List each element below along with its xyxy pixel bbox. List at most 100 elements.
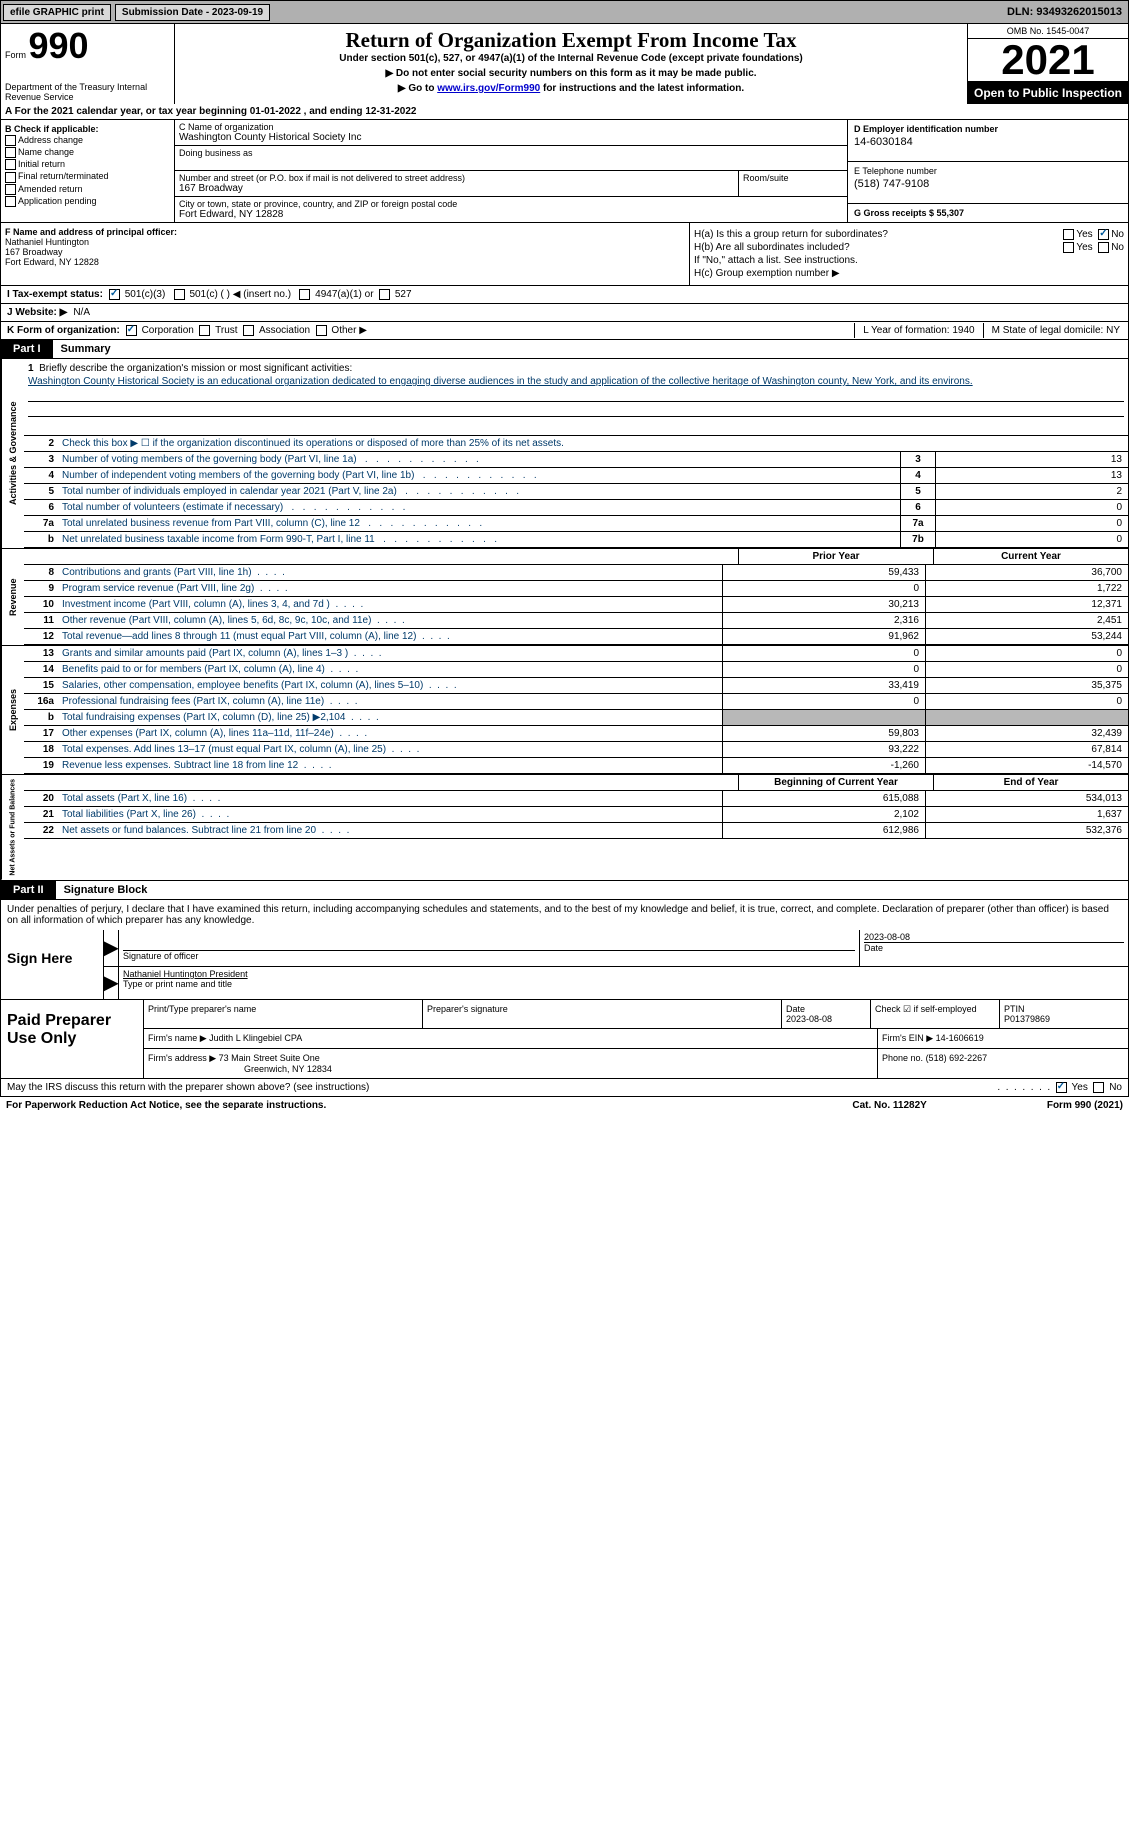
summary-row-3: 3 Number of voting members of the govern…: [24, 452, 1128, 468]
chk-amended-return[interactable]: [5, 184, 16, 195]
expenses-section: Expenses 13 Grants and similar amounts p…: [0, 646, 1129, 775]
form-number: 990: [29, 25, 89, 66]
chk-group-no[interactable]: [1098, 229, 1109, 240]
officer-name: Nathaniel Huntington: [5, 237, 685, 247]
revenue-section: Revenue Prior Year Current Year 8 Contri…: [0, 549, 1129, 646]
data-row-13: 13 Grants and similar amounts paid (Part…: [24, 646, 1128, 662]
chk-501c[interactable]: [174, 289, 185, 300]
chk-association[interactable]: [243, 325, 254, 336]
principal-officer: F Name and address of principal officer:…: [1, 223, 690, 285]
data-row-22: 22 Net assets or fund balances. Subtract…: [24, 823, 1128, 839]
data-row-15: 15 Salaries, other compensation, employe…: [24, 678, 1128, 694]
firm-ein-cell: Firm's EIN ▶ 14-1606619: [878, 1029, 1128, 1048]
py-cy-header: Prior Year Current Year: [24, 549, 1128, 565]
section-b-through-g: B Check if applicable: Address change Na…: [0, 120, 1129, 223]
data-row-17: 17 Other expenses (Part IX, column (A), …: [24, 726, 1128, 742]
room-suite-label: Room/suite: [743, 173, 843, 183]
perjury-statement: Under penalties of perjury, I declare th…: [0, 900, 1129, 930]
data-row-11: 11 Other revenue (Part VIII, column (A),…: [24, 613, 1128, 629]
prep-date-cell: Date2023-08-08: [782, 1000, 871, 1028]
phone-cell: E Telephone number (518) 747-9108: [848, 162, 1128, 204]
discuss-row: May the IRS discuss this return with the…: [0, 1079, 1129, 1097]
officer-addr1: 167 Broadway: [5, 247, 685, 257]
section-f-h: F Name and address of principal officer:…: [0, 223, 1129, 286]
chk-other[interactable]: [316, 325, 327, 336]
col-b-title: B Check if applicable:: [5, 124, 170, 134]
chk-corporation[interactable]: [126, 325, 137, 336]
data-row-14: 14 Benefits paid to or for members (Part…: [24, 662, 1128, 678]
summary-row-5: 5 Total number of individuals employed i…: [24, 484, 1128, 500]
vert-governance: Activities & Governance: [1, 359, 24, 548]
sign-here-label: Sign Here: [1, 930, 104, 999]
column-b-checkboxes: B Check if applicable: Address change Na…: [1, 120, 175, 222]
form-note-2: ▶ Go to www.irs.gov/Form990 for instruct…: [179, 83, 963, 94]
org-name: Washington County Historical Society Inc: [179, 132, 843, 143]
chk-527[interactable]: [379, 289, 390, 300]
sign-here-section: Sign Here ▶ Signature of officer 2023-08…: [0, 930, 1129, 1000]
chk-sub-yes[interactable]: [1063, 242, 1074, 253]
org-name-cell: C Name of organization Washington County…: [175, 120, 847, 146]
paid-preparer-section: Paid Preparer Use Only Print/Type prepar…: [0, 1000, 1129, 1079]
part-2-title: Signature Block: [56, 881, 156, 899]
officer-name-cell: Nathaniel Huntington President Type or p…: [118, 967, 1128, 999]
mission-block: 1 Briefly describe the organization's mi…: [24, 359, 1128, 436]
vert-net-assets: Net Assets or Fund Balances: [1, 775, 24, 880]
firm-name-cell: Firm's name ▶ Judith L Klingebiel CPA: [144, 1029, 878, 1048]
chk-501c3[interactable]: [109, 289, 120, 300]
prep-sig-header: Preparer's signature: [423, 1000, 782, 1028]
chk-discuss-yes[interactable]: [1056, 1082, 1067, 1093]
street-address: 167 Broadway: [179, 183, 734, 194]
data-row-12: 12 Total revenue—add lines 8 through 11 …: [24, 629, 1128, 645]
address-cell: Number and street (or P.O. box if mail i…: [175, 171, 847, 197]
chk-sub-no[interactable]: [1098, 242, 1109, 253]
submission-date-label: Submission Date - 2023-09-19: [115, 4, 270, 21]
data-row-21: 21 Total liabilities (Part X, line 26) .…: [24, 807, 1128, 823]
state-domicile: M State of legal domicile: NY: [983, 323, 1128, 338]
chk-final-return[interactable]: [5, 172, 16, 183]
part-2-tab: Part II: [1, 881, 56, 899]
vert-expenses: Expenses: [1, 646, 24, 774]
form-subtitle: Under section 501(c), 527, or 4947(a)(1)…: [179, 53, 963, 64]
column-c-org-info: C Name of organization Washington County…: [175, 120, 847, 222]
na-header: Beginning of Current Year End of Year: [24, 775, 1128, 791]
chk-trust[interactable]: [199, 325, 210, 336]
ein-cell: D Employer identification number 14-6030…: [848, 120, 1128, 162]
footer-final: For Paperwork Reduction Act Notice, see …: [0, 1097, 1129, 1114]
part-1-header: Part I Summary: [0, 340, 1129, 359]
tax-year: 2021: [968, 39, 1128, 82]
irs-link[interactable]: www.irs.gov/Form990: [437, 83, 540, 94]
form-id-box: Form 990 Department of the Treasury Inte…: [1, 24, 175, 104]
city-state-zip: Fort Edward, NY 12828: [179, 209, 843, 220]
dba-cell: Doing business as: [175, 146, 847, 171]
chk-discuss-no[interactable]: [1093, 1082, 1104, 1093]
row-i-tax-status: I Tax-exempt status: 501(c)(3) 501(c) ( …: [0, 286, 1129, 304]
data-row-18: 18 Total expenses. Add lines 13–17 (must…: [24, 742, 1128, 758]
chk-application-pending[interactable]: [5, 196, 16, 207]
summary-row-7a: 7a Total unrelated business revenue from…: [24, 516, 1128, 532]
form-header: Form 990 Department of the Treasury Inte…: [0, 24, 1129, 104]
year-formation: L Year of formation: 1940: [854, 323, 982, 338]
row-k-form-org: K Form of organization: Corporation Trus…: [0, 322, 1129, 340]
sign-arrow-1: ▶: [104, 930, 118, 966]
chk-address-change[interactable]: [5, 135, 16, 146]
data-row-20: 20 Total assets (Part X, line 16) . . . …: [24, 791, 1128, 807]
chk-group-yes[interactable]: [1063, 229, 1074, 240]
prep-ptin-cell: PTINP01379869: [1000, 1000, 1128, 1028]
efile-print-button[interactable]: efile GRAPHIC print: [3, 4, 111, 21]
line-2: 2 Check this box ▶ ☐ if the organization…: [24, 436, 1128, 452]
form-word: Form: [5, 50, 26, 60]
chk-initial-return[interactable]: [5, 159, 16, 170]
sign-date-cell: 2023-08-08 Date: [859, 930, 1128, 966]
officer-signature-cell: Signature of officer: [118, 930, 859, 966]
paid-preparer-label: Paid Preparer Use Only: [1, 1000, 144, 1078]
chk-name-change[interactable]: [5, 147, 16, 158]
dept-text: Department of the Treasury Internal Reve…: [5, 82, 174, 102]
summary-row-6: 6 Total number of volunteers (estimate i…: [24, 500, 1128, 516]
vert-revenue: Revenue: [1, 549, 24, 645]
chk-4947[interactable]: [299, 289, 310, 300]
row-j-website: J Website: ▶ N/A: [0, 304, 1129, 322]
mission-text: Washington County Historical Society is …: [28, 376, 1124, 387]
sign-arrow-2: ▶: [104, 967, 118, 999]
column-d-through-g: D Employer identification number 14-6030…: [847, 120, 1128, 222]
gross-receipts: G Gross receipts $ 55,307: [848, 204, 1128, 222]
